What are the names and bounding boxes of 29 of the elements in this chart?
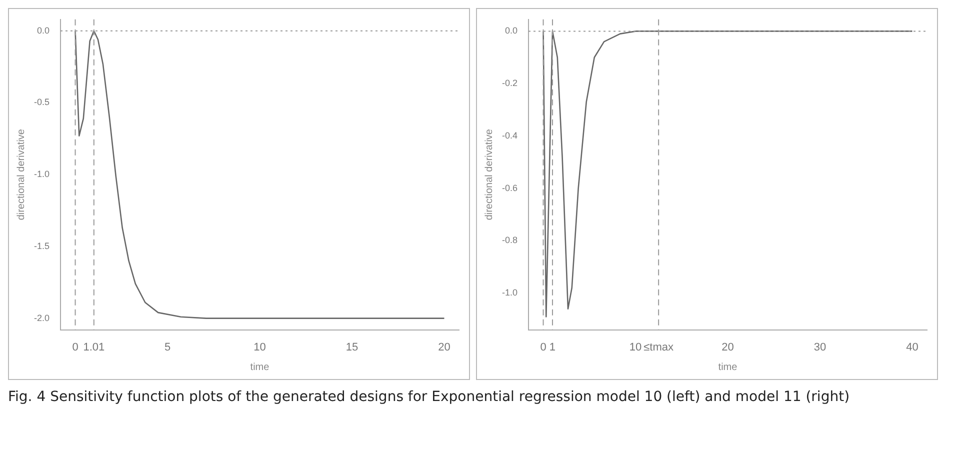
y-tick-label: -0.2: [502, 78, 518, 88]
x-tick-label: 1: [549, 341, 556, 354]
x-tick-label: 10: [254, 341, 266, 354]
y-tick-label: -1.0: [502, 288, 518, 298]
y-tick-label: 0.0: [36, 25, 50, 36]
x-axis-title: time: [718, 362, 738, 373]
y-tick-label: -0.8: [502, 235, 518, 246]
x-axis-title: time: [250, 362, 270, 373]
caption: Fig. 4 Sensitivity function plots of the generated designs for Exponential regression model 10 (left) and model 11 (right): [8, 388, 851, 407]
x-tick-label: ≤tmax: [644, 341, 674, 354]
y-axis-title: directional derivative: [484, 128, 495, 220]
y-tick-label: -0.5: [34, 97, 50, 108]
y-tick-label: -1.0: [34, 169, 50, 180]
x-tick-label: 0: [540, 341, 546, 354]
y-tick-label: 0.0: [504, 26, 518, 36]
y-tick-label: -0.4: [502, 130, 518, 140]
x-tick-label: 40: [906, 341, 918, 354]
x-tick-label: 30: [814, 341, 826, 354]
x-tick-label: 10: [629, 341, 642, 354]
x-tick-label: 5: [164, 341, 171, 354]
x-tick-label: 1.01: [83, 341, 105, 354]
y-tick-label: -2.0: [34, 312, 50, 323]
y-tick-label: -0.6: [502, 182, 518, 193]
y-tick-label: -1.5: [34, 240, 50, 251]
x-tick-label: 0: [72, 341, 78, 354]
x-tick-label: 20: [722, 341, 734, 354]
y-axis-title: directional derivative: [16, 128, 27, 220]
x-tick-label: 15: [346, 341, 358, 354]
x-tick-label: 20: [438, 341, 450, 354]
